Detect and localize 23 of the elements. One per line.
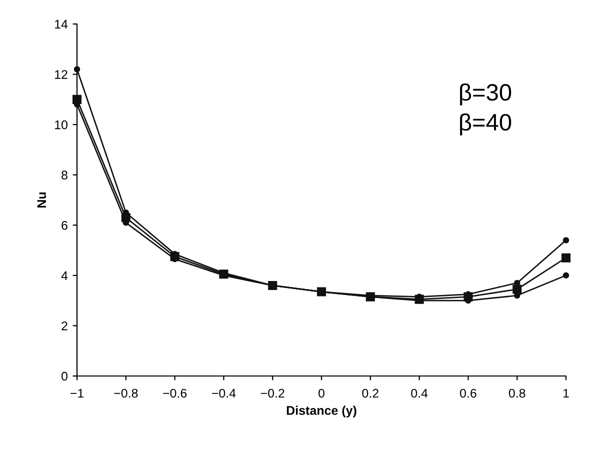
y-tick-label: 12 bbox=[55, 70, 68, 79]
annotation: β=40 bbox=[460, 113, 512, 136]
x-tick-label: −0.8 bbox=[114, 388, 138, 398]
y-tick-label: 6 bbox=[62, 220, 68, 230]
y-axis-title: Nu bbox=[37, 192, 46, 208]
x-tick-label: 0.2 bbox=[362, 388, 378, 398]
x-tick-label: −0.4 bbox=[212, 388, 236, 398]
y-tick-label: 10 bbox=[55, 120, 68, 130]
x-tick-label: 0.8 bbox=[508, 388, 526, 398]
y-tick-label: 0 bbox=[62, 372, 68, 381]
x-tick-label: 0.4 bbox=[411, 388, 428, 398]
x-tick-label: −0.6 bbox=[163, 388, 187, 398]
x-tick-label: −1 bbox=[70, 388, 84, 398]
y-tick-label: 2 bbox=[62, 322, 68, 330]
x-axis-title: Distance (y) bbox=[286, 406, 356, 418]
x-tick-label: 0 bbox=[318, 388, 324, 398]
y-tick-label: 8 bbox=[62, 170, 68, 180]
annotation: β=30 bbox=[460, 83, 512, 106]
x-tick-label: −0.2 bbox=[260, 388, 284, 398]
x-tick-label: 1 bbox=[563, 388, 569, 398]
x-tick-label: 0.6 bbox=[460, 388, 476, 398]
y-tick-label: 14 bbox=[55, 20, 68, 29]
y-tick-label: 4 bbox=[61, 271, 68, 280]
